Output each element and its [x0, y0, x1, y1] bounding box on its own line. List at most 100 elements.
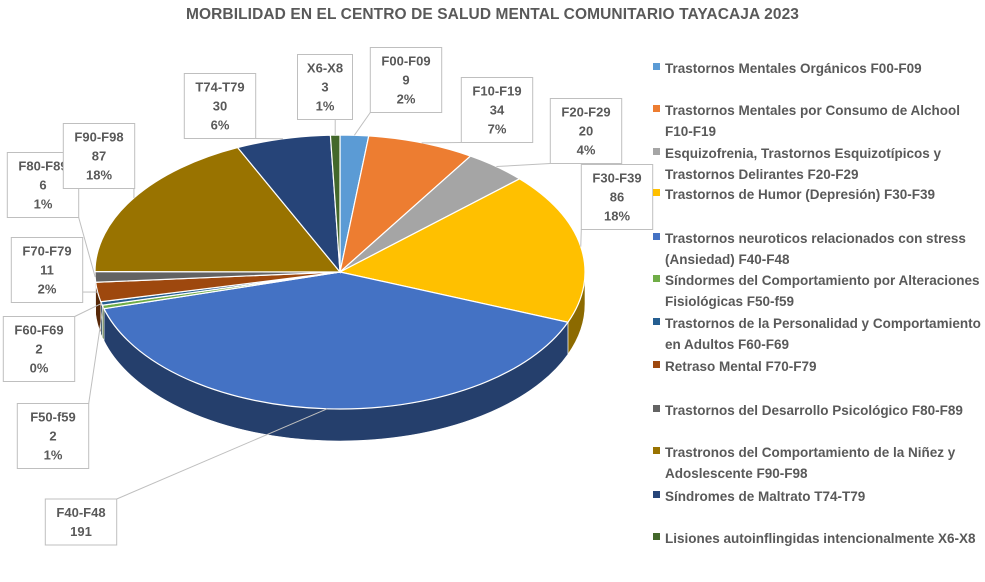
data-label-value: 20: [579, 124, 593, 139]
data-label-box: [62, 123, 136, 189]
data-label-code: X6-X8: [307, 61, 343, 76]
legend-label: Síndromes de Maltrato T74-T79: [665, 489, 866, 504]
data-label: F10-F19 34 7%: [460, 77, 534, 143]
legend-item-f20-f29: Esquizofrenia, Trastornos Esquizotípicos…: [645, 143, 981, 185]
data-label-code: F80-F89: [18, 159, 67, 174]
data-label-percent: 18%: [604, 209, 630, 224]
legend-item-f30-f39: Trastornos de Humor (Depresión) F30-F39: [645, 184, 981, 205]
data-label-code: F70-F79: [22, 244, 71, 259]
data-label-value: 3: [321, 80, 328, 95]
data-labels: F00-F09 9 2% F10-F19 34 7% F20-F29 20 4% F30-F39 8…: [2, 47, 654, 546]
data-label-value: 11: [40, 263, 54, 278]
data-label-code: F90-F98: [74, 130, 123, 145]
legend-item-f90-f98: Trastronos del Comportamiento de la Niñe…: [645, 442, 981, 484]
legend-label: Trastornos Mentales por Consumo de Alcho…: [665, 103, 961, 139]
data-label-percent: 1%: [316, 99, 335, 114]
legend-label: Lisiones autoinflingidas intencionalment…: [665, 531, 976, 546]
chart-title: MORBILIDAD EN EL CENTRO DE SALUD MENTAL …: [185, 6, 800, 23]
legend-label: Síndormes del Comportamiento por Alterac…: [665, 273, 980, 309]
data-label-box: [16, 403, 90, 469]
legend-swatch: [653, 318, 660, 325]
data-label-leaders: [74, 112, 582, 500]
legend-swatch: [653, 233, 660, 240]
data-label-box: [460, 77, 534, 143]
legend-item-x6-x8: Lisiones autoinflingidas intencionalment…: [645, 528, 981, 549]
legend-item-f80-f89: Trastornos del Desarrollo Psicológico F8…: [645, 400, 981, 421]
legend-label: Trastornos de Humor (Depresión) F30-F39: [665, 187, 936, 202]
data-label-percent: 2%: [38, 282, 57, 297]
data-label-value: 2: [49, 429, 56, 444]
legend-item-f40-f48: Trastornos neuroticos relacionados con s…: [645, 228, 981, 270]
data-label-box: [580, 164, 654, 230]
legend-item-f60-f69: Trastornos de la Personalidad y Comporta…: [645, 313, 981, 355]
data-label-code: F60-F69: [14, 323, 63, 338]
slice-f30-f39: [338, 178, 586, 323]
legend-item-f10-f19: Trastornos Mentales por Consumo de Alcho…: [645, 100, 981, 142]
data-label-code: F20-F29: [561, 105, 610, 120]
data-label-box: [44, 498, 118, 546]
legend-swatch: [653, 491, 660, 498]
leader-line: [496, 163, 551, 168]
leader-line: [88, 306, 104, 404]
slice-f40-f48: [103, 271, 569, 410]
data-label-code: F10-F19: [472, 84, 521, 99]
data-label-code: F50-f59: [30, 410, 76, 425]
data-label-box: [10, 237, 84, 303]
data-label: F30-F39 86 18%: [580, 164, 654, 230]
data-label-percent: 4%: [577, 143, 596, 158]
legend-label: Retraso Mental F70-F79: [665, 359, 817, 374]
legend-swatch: [653, 189, 660, 196]
data-label: T74-T79 30 6%: [183, 73, 257, 139]
legend-swatch: [653, 63, 660, 70]
data-label-value: 9: [402, 73, 409, 88]
legend-swatch: [653, 405, 660, 412]
leader-line: [74, 303, 102, 317]
data-label-value: 191: [70, 524, 92, 539]
legend-item-f50-f59: Síndormes del Comportamiento por Alterac…: [645, 270, 981, 312]
pie-slices: [94, 134, 586, 410]
data-label-box: [2, 316, 76, 382]
legend-label: Trastronos del Comportamiento de la Niñe…: [665, 445, 956, 481]
data-label: F70-F79 11 2%: [10, 237, 84, 303]
legend-label: Trastornos de la Personalidad y Comporta…: [665, 316, 981, 352]
data-label-box: [183, 73, 257, 139]
leader-line: [353, 112, 371, 136]
data-label: F60-F69 2 0%: [2, 316, 76, 382]
data-label-percent: 18%: [86, 168, 112, 183]
data-label-percent: 1%: [44, 448, 63, 463]
leader-line: [78, 217, 96, 278]
legend-item-t74-t79: Síndromes de Maltrato T74-T79: [645, 486, 981, 507]
leader-line: [116, 408, 328, 500]
legend-swatch: [653, 275, 660, 282]
legend-label: Trastornos neuroticos relacionados con s…: [665, 231, 966, 267]
data-label: X6-X8 3 1%: [297, 54, 353, 120]
data-label-code: T74-T79: [195, 80, 244, 95]
data-label-code: F30-F39: [592, 171, 641, 186]
data-label-value: 34: [490, 103, 505, 118]
data-label-percent: 0%: [30, 361, 49, 376]
leader-line: [580, 229, 582, 247]
data-label-value: 6: [39, 178, 46, 193]
data-label-percent: 2%: [397, 92, 416, 107]
data-label-box: [549, 98, 623, 164]
data-label: F50-f59 2 1%: [16, 403, 90, 469]
legend-swatch: [653, 447, 660, 454]
legend-label: Trastornos del Desarrollo Psicológico F8…: [665, 403, 963, 418]
slice-f90-f98: [94, 146, 342, 273]
legend-swatch: [653, 361, 660, 368]
data-label-percent: 1%: [34, 197, 53, 212]
data-label-percent: 6%: [211, 118, 230, 133]
data-label: F90-F98 87 18%: [62, 123, 136, 189]
data-label-value: 87: [92, 149, 106, 164]
data-label: F20-F29 20 4%: [549, 98, 623, 164]
data-label: F40-F48 191: [44, 498, 118, 546]
data-label-value: 86: [610, 190, 624, 205]
data-label-code: F40-F48: [56, 505, 105, 520]
legend-swatch: [653, 105, 660, 112]
legend-item-f00-f09: Trastornos Mentales Orgánicos F00-F09: [645, 58, 981, 79]
data-label-value: 2: [35, 342, 42, 357]
legend-item-f70-f79: Retraso Mental F70-F79: [645, 356, 981, 377]
legend-swatch: [653, 148, 660, 155]
slice-f10-f19: [339, 135, 472, 274]
